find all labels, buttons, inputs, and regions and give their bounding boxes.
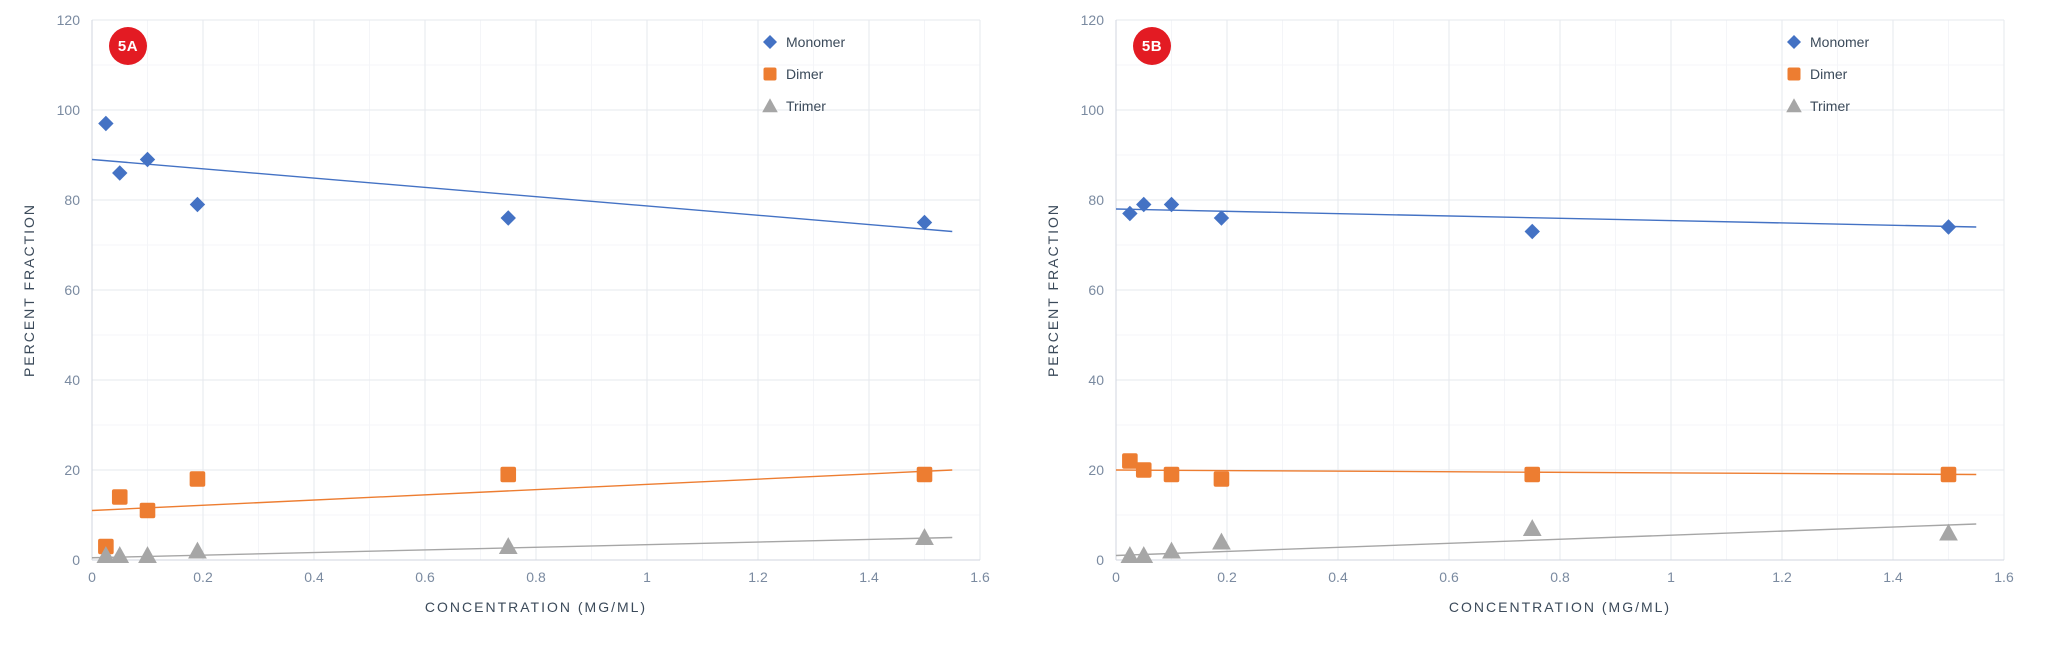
y-tick-label: 40 (1088, 372, 1104, 388)
x-tick-label: 0.2 (1217, 569, 1237, 585)
chart-svg: 0 0.2 0.4 0.6 0.8 1 1.2 1.4 1.6 0 20 40 60 80 100 120 CO… (1024, 0, 2047, 661)
legend-marker-dimer (1788, 68, 1801, 81)
x-tick-label: 0.6 (415, 569, 435, 585)
data-point (1136, 462, 1152, 478)
x-tick-label: 1.6 (970, 569, 990, 585)
data-point (190, 471, 206, 487)
x-tick-label: 1 (643, 569, 651, 585)
x-tick-label: 0 (88, 569, 96, 585)
data-point (1164, 467, 1180, 483)
y-tick-label: 120 (1081, 12, 1105, 28)
data-point (140, 503, 156, 519)
legend-label: Dimer (1810, 66, 1848, 82)
legend-marker-dimer (764, 68, 777, 81)
x-tick-label: 1 (1667, 569, 1675, 585)
y-tick-label: 20 (64, 462, 80, 478)
x-tick-label: 1.6 (1994, 569, 2014, 585)
legend-label: Trimer (786, 98, 826, 114)
y-axis-label: PERCENT FRACTION (21, 203, 37, 377)
panel-badge: 5B (1133, 27, 1171, 65)
y-tick-label: 0 (1096, 552, 1104, 568)
x-tick-label: 0.4 (304, 569, 324, 585)
legend-label: Monomer (1810, 34, 1869, 50)
y-tick-label: 100 (57, 102, 81, 118)
y-tick-label: 20 (1088, 462, 1104, 478)
x-axis-label: CONCENTRATION (MG/ML) (1449, 599, 1671, 615)
y-tick-label: 40 (64, 372, 80, 388)
x-tick-label: 1.4 (859, 569, 879, 585)
data-point (500, 467, 516, 483)
x-tick-label: 1.2 (1772, 569, 1792, 585)
data-point (1941, 467, 1957, 483)
x-tick-label: 0.4 (1328, 569, 1348, 585)
x-tick-label: 0.2 (193, 569, 213, 585)
y-tick-label: 80 (1088, 192, 1104, 208)
y-tick-label: 0 (72, 552, 80, 568)
figure-row: 00.20.40.60.811.21.41.6020406080100120CO… (0, 0, 2047, 661)
chart-panel-5a: 0 0.2 0.4 0.6 0.8 1 1.2 1.4 1.6 0 20 40 60 80 100 120 CO… (0, 0, 1024, 661)
x-tick-label: 0.8 (526, 569, 546, 585)
data-point (1524, 467, 1540, 483)
legend-label: Trimer (1810, 98, 1850, 114)
x-axis-label: CONCENTRATION (MG/ML) (425, 599, 647, 615)
y-tick-label: 80 (64, 192, 80, 208)
x-tick-label: 0.6 (1439, 569, 1459, 585)
panel-badge-label: 5B (1142, 38, 1162, 55)
y-axis-label: PERCENT FRACTION (1045, 203, 1061, 377)
data-point (917, 467, 933, 483)
chart-panel-5b: 0 0.2 0.4 0.6 0.8 1 1.2 1.4 1.6 0 20 40 60 80 100 120 CO… (1024, 0, 2047, 661)
y-tick-label: 100 (1081, 102, 1105, 118)
chart-svg: 0 0.2 0.4 0.6 0.8 1 1.2 1.4 1.6 0 20 40 60 80 100 120 CO… (0, 0, 1024, 661)
data-point (1122, 453, 1138, 469)
panel-badge-label: 5A (118, 38, 138, 55)
data-point (112, 489, 128, 505)
x-tick-label: 1.4 (1883, 569, 1903, 585)
y-tick-label: 120 (57, 12, 81, 28)
x-tick-label: 0.8 (1550, 569, 1570, 585)
x-tick-label: 1.2 (748, 569, 768, 585)
data-point (1214, 471, 1230, 487)
legend-label: Dimer (786, 66, 824, 82)
panel-badge: 5A (109, 27, 147, 65)
y-tick-label: 60 (64, 282, 80, 298)
x-tick-label: 0 (1112, 569, 1120, 585)
legend-label: Monomer (786, 34, 845, 50)
y-tick-label: 60 (1088, 282, 1104, 298)
